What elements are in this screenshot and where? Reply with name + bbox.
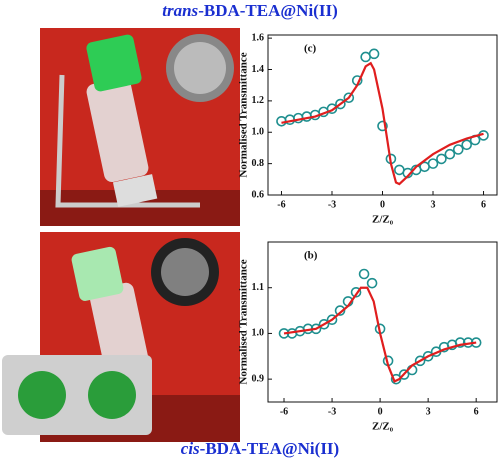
x-tick-label: 0: [380, 199, 385, 210]
fit-line: [281, 61, 484, 186]
data-point: [368, 48, 380, 60]
data-point: [452, 144, 464, 155]
data-point: [335, 98, 346, 110]
x-tick-label: 3: [426, 406, 431, 417]
fit-line: [283, 286, 477, 383]
y-tick-label: 1.6: [252, 32, 265, 43]
data-point: [436, 153, 447, 165]
y-tick-label: 1.4: [252, 64, 265, 75]
x-axis-label: Z/Z₀: [372, 214, 394, 226]
x-tick-label: -3: [328, 199, 336, 210]
data-point: [326, 103, 338, 115]
data-point: [414, 355, 426, 367]
data-point: [326, 314, 338, 326]
caption-bottom: cis-BDA-TEA@Ni(II): [181, 439, 339, 458]
x-tick-label: 6: [481, 199, 486, 210]
y-tick-label: 1.0: [252, 328, 265, 339]
caption-prefix: trans: [162, 1, 198, 20]
y-tick-label: 1.1: [252, 282, 265, 293]
y-tick-label: 0.8: [252, 158, 265, 169]
caption-text: -BDA-TEA@Ni(II): [198, 1, 338, 20]
data-point: [334, 305, 346, 316]
y-tick-label: 1.0: [252, 127, 265, 138]
photo-bottom: [2, 232, 240, 442]
x-tick-label: 0: [378, 406, 383, 417]
data-point: [454, 337, 466, 348]
data-point: [422, 350, 434, 362]
panel-label: (b): [304, 250, 318, 262]
x-tick-label: -3: [328, 406, 336, 417]
y-tick-label: 0.9: [252, 373, 265, 384]
panel-label: (c): [304, 43, 317, 55]
caption-top: trans-BDA-TEA@Ni(II): [162, 1, 337, 20]
caption-prefix: cis: [181, 439, 200, 458]
y-tick-label: 1.2: [252, 95, 265, 106]
y-tick-label: 0.6: [252, 189, 265, 200]
data-point: [358, 268, 370, 280]
data-point: [350, 286, 362, 298]
x-axis-label: Z/Z₀: [372, 421, 394, 433]
photo-top: [40, 28, 240, 226]
data-point: [444, 148, 456, 160]
y-axis-label: Normalised Transmittance: [238, 259, 250, 384]
data-point: [461, 139, 472, 151]
data-point: [318, 318, 330, 330]
data-point: [398, 369, 410, 380]
x-tick-label: 3: [431, 199, 436, 210]
x-tick-label: -6: [277, 199, 285, 210]
data-point: [366, 277, 378, 289]
x-tick-label: -6: [280, 406, 288, 417]
data-point: [343, 92, 355, 104]
plot-frame: [267, 241, 498, 403]
caption-text: -BDA-TEA@Ni(II): [200, 439, 340, 458]
data-point: [377, 120, 388, 132]
data-point: [427, 158, 439, 169]
y-axis-label: Normalised Transmittance: [238, 52, 250, 177]
x-tick-label: 6: [474, 406, 479, 417]
